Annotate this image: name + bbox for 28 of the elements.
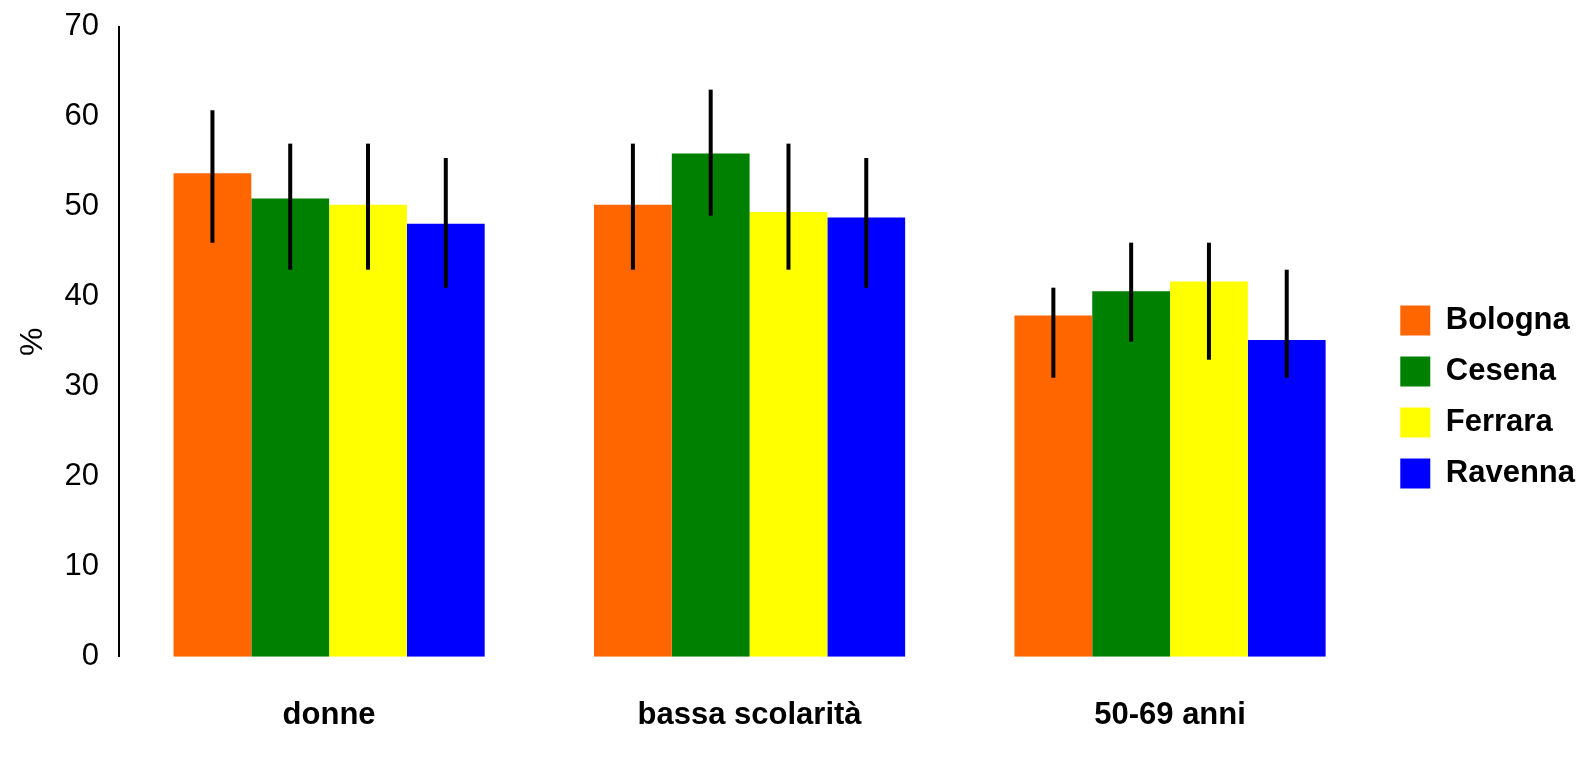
bar	[406, 223, 485, 657]
y-tick-label: 50	[64, 187, 99, 223]
bar	[671, 153, 750, 657]
x-tick-label: bassa scolarità	[637, 695, 863, 731]
y-axis-title: %	[13, 327, 50, 356]
legend-label: Cesena	[1445, 352, 1557, 388]
y-tick-label: 10	[64, 547, 99, 583]
y-tick-label: 0	[81, 637, 99, 673]
bar	[329, 204, 407, 657]
legend-label: Bologna	[1445, 301, 1571, 337]
x-tick-label: donne	[282, 695, 376, 731]
legend-label: Ferrara	[1445, 403, 1554, 439]
legend-label: Ravenna	[1445, 454, 1576, 490]
bar	[827, 217, 906, 657]
y-tick-label: 20	[64, 457, 99, 493]
bar	[1170, 281, 1248, 657]
bar	[1092, 291, 1171, 657]
bar	[1014, 315, 1093, 657]
bar	[173, 173, 252, 657]
bar	[594, 204, 672, 657]
y-tick-label: 60	[64, 97, 99, 133]
y-tick-label: 30	[64, 367, 99, 403]
bar	[1247, 339, 1326, 657]
y-tick-label: 70	[64, 7, 99, 43]
bar	[749, 212, 828, 657]
y-tick-label: 40	[64, 277, 99, 313]
x-tick-label: 50-69 anni	[1094, 695, 1246, 731]
bar	[251, 198, 330, 657]
